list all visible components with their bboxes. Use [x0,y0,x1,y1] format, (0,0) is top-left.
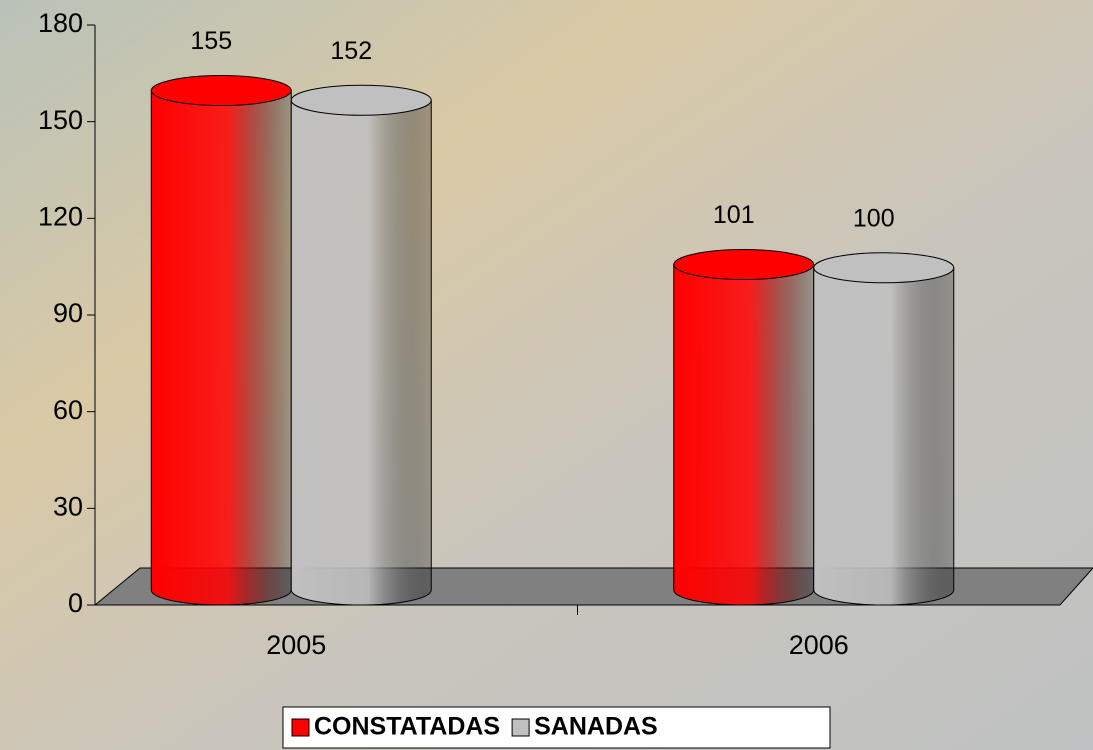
value-label: 155 [190,27,232,55]
value-label: 152 [330,37,372,65]
cylinder-top [290,84,432,116]
cylinder [290,99,432,606]
cylinder-top [673,249,815,281]
y-tick-label: 30 [53,491,83,521]
cylinder [813,267,955,606]
cylinder [673,264,815,606]
value-label: 100 [853,204,895,232]
cylinder [150,90,292,606]
y-tick-label: 60 [53,395,83,425]
value-label: 101 [713,201,755,229]
y-tick-label: 150 [38,105,83,135]
y-tick-label: 90 [53,298,83,328]
legend-label: CONSTATADAS [314,713,500,741]
y-tick-label: 120 [38,201,83,231]
cylinder-top [150,75,292,107]
legend-marker [511,718,530,737]
x-tick-label: 2005 [266,630,326,660]
y-tick-label: 0 [68,588,83,618]
legend [282,706,831,749]
legend-label: SANADAS [534,713,658,741]
legend-marker [291,718,310,737]
x-tick-label: 2006 [789,630,849,660]
cylinder-top [813,252,955,284]
y-tick-label: 180 [38,8,83,38]
